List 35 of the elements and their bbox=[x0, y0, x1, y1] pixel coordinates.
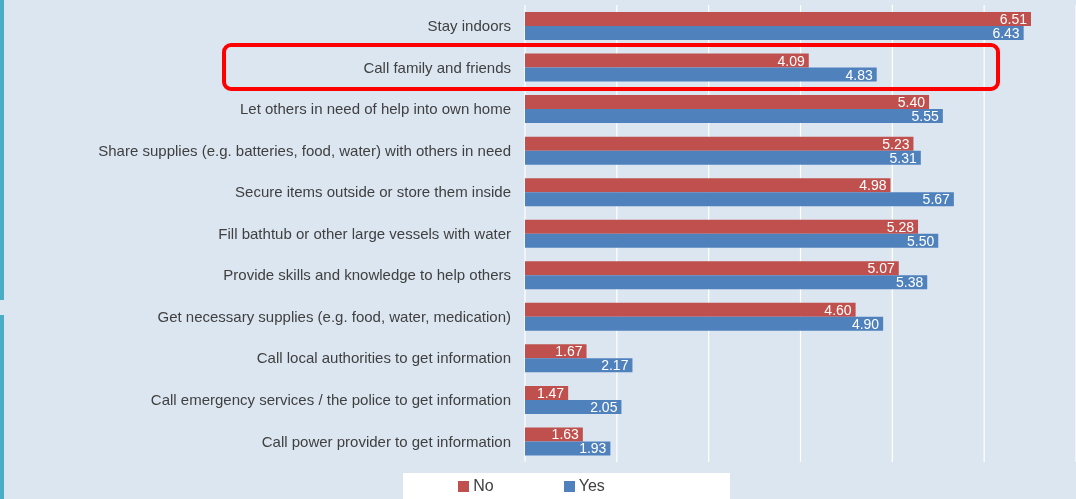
data-label: 6.43 bbox=[992, 25, 1020, 41]
data-label: 5.67 bbox=[922, 191, 951, 208]
data-label: 4.90 bbox=[851, 315, 880, 332]
data-label: 4.83 bbox=[845, 66, 873, 83]
y-tick-label: Secure items outside or store them inside bbox=[235, 183, 511, 201]
data-label: 4.09 bbox=[777, 52, 805, 69]
data-label: 5.55 bbox=[911, 108, 940, 125]
data-label: 6.51 bbox=[999, 11, 1028, 27]
y-tick-label: Call power provider to get information bbox=[261, 432, 511, 450]
data-label: 2.17 bbox=[601, 357, 629, 374]
y-tick-label: Fill bathtub or other large vessels with water bbox=[218, 224, 511, 242]
data-label: 5.40 bbox=[897, 94, 926, 111]
y-tick-label: Provide skills and knowledge to help others bbox=[223, 266, 511, 284]
data-label: 4.98 bbox=[859, 177, 887, 194]
data-label: 1.63 bbox=[551, 426, 580, 443]
y-tick-label: Call local authorities to get information bbox=[256, 349, 511, 367]
legend-label: Yes bbox=[578, 477, 605, 494]
data-label: 1.93 bbox=[579, 440, 607, 457]
y-tick-label: Share supplies (e.g. batteries, food, water) with others in need bbox=[98, 141, 511, 159]
data-label: 5.38 bbox=[895, 274, 924, 291]
data-label: 5.23 bbox=[882, 135, 910, 152]
data-label: 1.67 bbox=[555, 343, 583, 360]
y-tick-label: Call emergency services / the police to get information bbox=[150, 391, 511, 409]
data-label: 5.31 bbox=[889, 149, 918, 166]
y-tick-label: Call family and friends bbox=[363, 58, 511, 76]
data-label: 5.28 bbox=[886, 218, 915, 235]
data-label: 1.47 bbox=[536, 384, 565, 401]
data-label: 4.60 bbox=[824, 301, 852, 318]
legend-label: No bbox=[473, 477, 494, 494]
data-label: 5.50 bbox=[907, 232, 935, 249]
y-tick-label: Stay indoors bbox=[427, 17, 511, 35]
y-tick-label: Get necessary supplies (e.g. food, water, medication) bbox=[157, 307, 511, 325]
data-label: 2.05 bbox=[590, 398, 618, 415]
data-label: 5.07 bbox=[867, 260, 895, 277]
y-tick-label: Let others in need of help into own home bbox=[239, 100, 511, 118]
